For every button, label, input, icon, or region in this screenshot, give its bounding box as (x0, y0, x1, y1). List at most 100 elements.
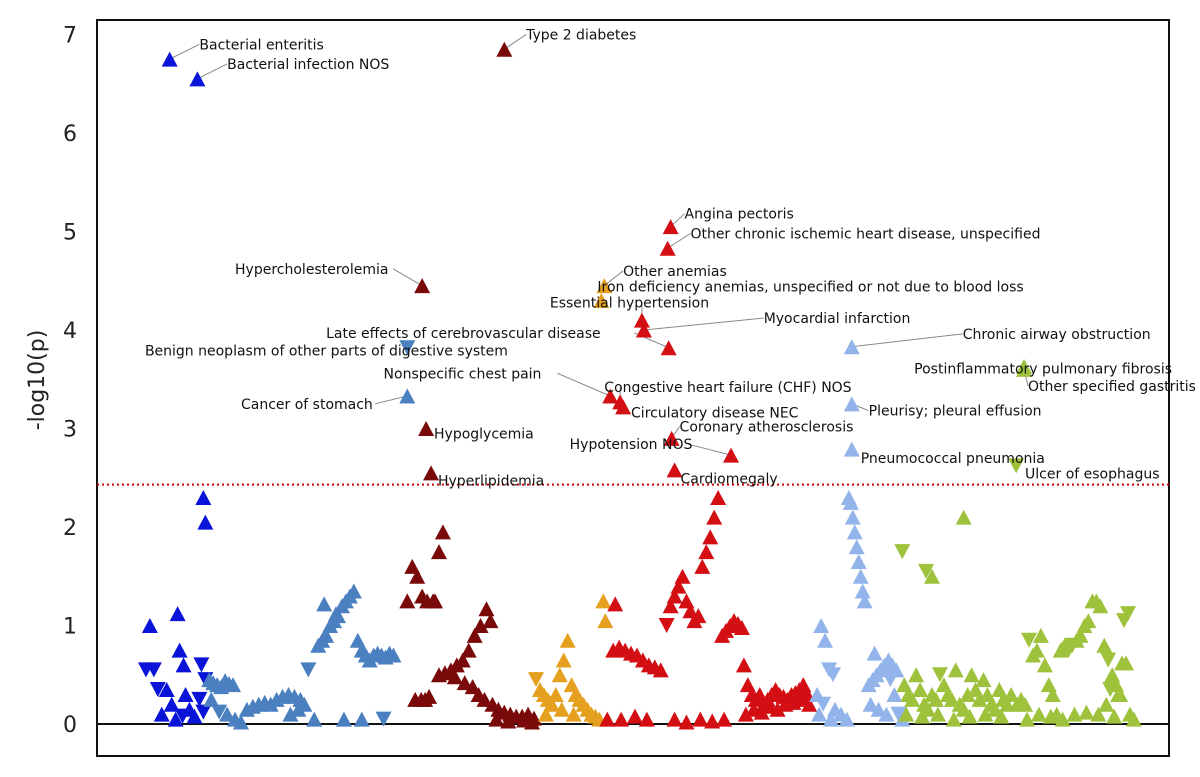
data-point (524, 714, 541, 730)
annotation-label: Ulcer of esophagus (1025, 467, 1159, 483)
data-point (666, 711, 683, 727)
data-point (543, 696, 560, 712)
data-point (908, 667, 925, 683)
annotation-label: Cardiomegaly (681, 472, 778, 488)
annotation-leader-line (667, 232, 691, 249)
data-point (825, 667, 841, 683)
data-point (409, 568, 426, 584)
data-point (961, 708, 978, 724)
annotation-labels: Bacterial enteritis Bacterial infection N… (145, 27, 1196, 489)
annotation-leader-line (851, 333, 963, 348)
data-point (955, 509, 972, 525)
data-point (399, 593, 416, 609)
labeled-data-point (399, 388, 416, 404)
data-point (943, 691, 960, 707)
annotation-label: Circulatory disease NEC (631, 406, 799, 422)
annotation-label: Benign neoplasm of other parts of digest… (145, 344, 508, 360)
labeled-data-point (843, 396, 860, 412)
data-point (528, 672, 544, 688)
y-tick-label: 0 (63, 713, 77, 738)
data-point (421, 688, 438, 704)
labeled-data-point (615, 399, 632, 415)
labeled-data-point (418, 421, 435, 436)
data-point (353, 711, 370, 727)
labeled-data-point (662, 219, 679, 235)
data-point (434, 524, 451, 540)
annotation-label: Pneumococcal pneumonia (861, 451, 1045, 467)
annotation-leaders (169, 34, 1029, 456)
data-point (195, 704, 212, 720)
annotation-label: Essential hypertension (550, 295, 709, 311)
data-point (167, 711, 184, 727)
labeled-data-point (423, 465, 440, 481)
annotation-label: Chronic airway obstruction (963, 327, 1151, 343)
data-point (1072, 627, 1089, 643)
data-point (318, 627, 335, 643)
data-point (306, 711, 323, 727)
data-point (565, 706, 582, 722)
data-point (446, 669, 463, 685)
labeled-data-point (635, 322, 652, 338)
data-point (842, 494, 859, 510)
labeled-points (161, 41, 1033, 481)
data-point (971, 691, 988, 707)
data-point (886, 686, 903, 702)
data-point (171, 642, 188, 658)
y-tick-label: 2 (63, 516, 77, 541)
labeled-data-point (660, 340, 677, 356)
annotation-label: Hyperlipidemia (438, 474, 544, 490)
data-point (848, 539, 865, 555)
data-point (733, 619, 750, 635)
data-point (912, 682, 929, 698)
data-point (141, 618, 158, 633)
data-point (737, 706, 754, 722)
data-point (704, 713, 721, 729)
data-point (1030, 706, 1047, 722)
data-point (844, 509, 861, 525)
data-point (716, 711, 733, 727)
data-point (1003, 686, 1020, 702)
data-point (500, 713, 517, 729)
data-point (662, 598, 679, 614)
labeled-data-point (843, 441, 860, 457)
data-point (698, 544, 715, 560)
data-point (670, 578, 687, 594)
annotation-label: Nonspecific chest pain (384, 366, 542, 382)
data-point (300, 662, 317, 678)
data-point (793, 691, 810, 707)
data-point (706, 509, 723, 525)
data-point (1102, 682, 1119, 698)
data-point (638, 711, 655, 727)
data-point (476, 691, 493, 707)
labeled-data-point (596, 278, 613, 294)
labeled-data-point (602, 388, 619, 404)
annotation-leader-line (504, 34, 527, 50)
data-point (977, 706, 994, 722)
annotation-label: Other anemias (623, 264, 727, 280)
data-point (815, 696, 832, 712)
data-point (846, 524, 863, 540)
data-point (894, 544, 911, 560)
y-axis-label: -log10(p) (25, 330, 50, 431)
data-point (430, 544, 447, 560)
annotation-leader-line (197, 63, 228, 80)
annotation-label: Hypotension NOS (570, 437, 693, 453)
data-point (177, 686, 194, 702)
data-point (191, 691, 208, 707)
annotation-label: Hypoglycemia (434, 426, 534, 442)
y-tick-label: 6 (63, 122, 77, 147)
data-point (694, 558, 711, 574)
data-point (163, 696, 180, 712)
data-point (1042, 708, 1059, 724)
data-point (551, 667, 568, 683)
data-point (813, 618, 830, 633)
data-point (559, 632, 576, 648)
data-point (975, 672, 992, 688)
data-point (878, 706, 895, 722)
data-point (553, 701, 570, 717)
data-point (710, 489, 727, 505)
data-point (963, 667, 980, 683)
data-point (169, 606, 186, 622)
data-point (702, 529, 719, 545)
data-point (282, 706, 299, 722)
